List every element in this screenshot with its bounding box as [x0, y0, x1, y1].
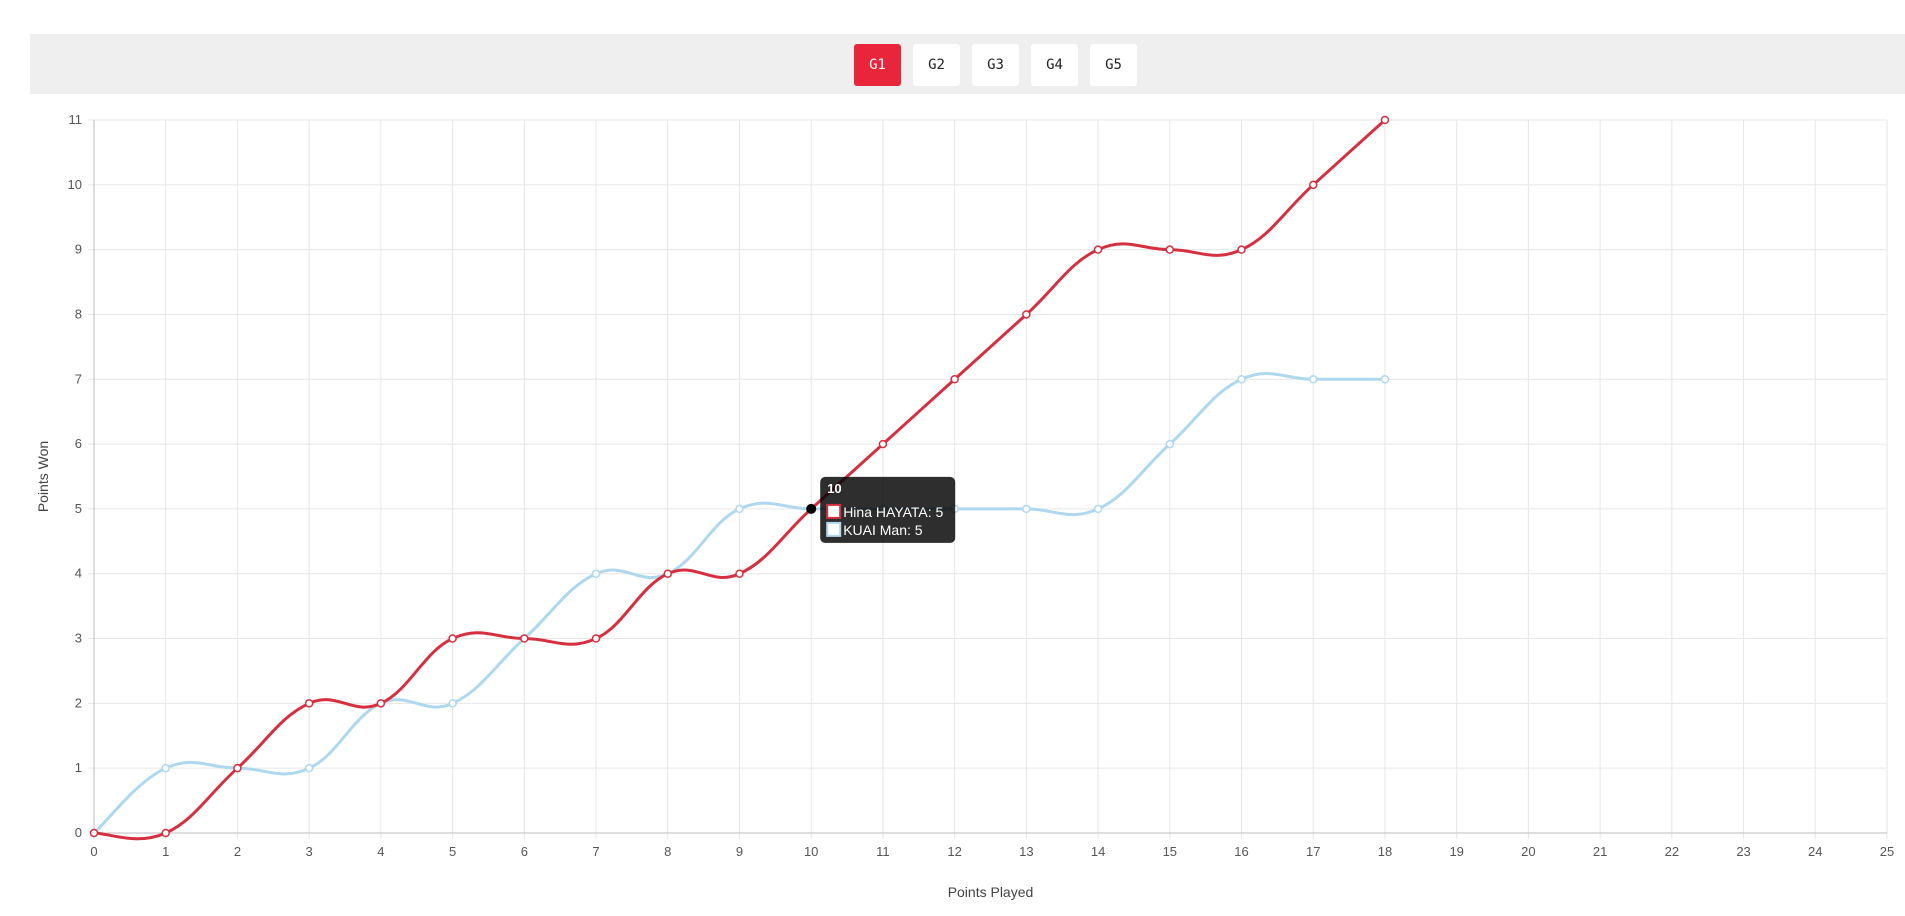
x-tick-label: 23 [1736, 844, 1750, 859]
data-point-kuai-man [448, 699, 457, 708]
data-point-hina-hayata [376, 699, 386, 708]
y-tick-label: 3 [75, 631, 82, 646]
y-tick-label: 7 [75, 371, 82, 386]
x-tick-label: 21 [1593, 844, 1607, 859]
x-tick-label: 11 [876, 844, 890, 859]
game-tabs: G1 G2 G3 G4 G5 [854, 44, 1137, 86]
tooltip-line: Hina HAYATA: 5 [843, 504, 943, 520]
x-tick-label: 8 [664, 844, 671, 859]
hover-point [806, 503, 817, 514]
data-point-hina-hayata [89, 828, 99, 838]
x-tick-label: 9 [736, 844, 743, 859]
data-point-hina-hayata [1165, 245, 1175, 254]
y-tick-label: 9 [75, 242, 82, 257]
x-tick-label: 7 [592, 844, 599, 859]
y-tick-label: 1 [75, 760, 82, 775]
y-tick-label: 5 [75, 501, 82, 516]
data-point-kuai-man [735, 504, 744, 514]
data-point-hina-hayata [233, 763, 242, 773]
y-tick-label: 8 [75, 306, 82, 321]
x-tick-label: 19 [1449, 844, 1463, 859]
tooltip-swatch [826, 503, 842, 519]
x-axis-title: Points Played [948, 884, 1034, 900]
game-tab-bar: G1 G2 G3 G4 G5 [30, 34, 1905, 94]
data-point-hina-hayata [663, 569, 673, 578]
x-tick-label: 22 [1665, 844, 1679, 859]
x-tick-label: 12 [947, 844, 961, 859]
tooltip-title: 10 [827, 481, 841, 496]
x-tick-label: 6 [521, 844, 528, 859]
y-tick-label: 11 [69, 112, 83, 127]
tab-g1[interactable]: G1 [854, 44, 901, 86]
x-tick-label: 13 [1019, 844, 1033, 859]
x-tick-label: 14 [1091, 844, 1105, 859]
y-tick-label: 0 [75, 825, 82, 840]
y-axis-title: Points Won [35, 441, 51, 512]
y-tick-label: 6 [75, 436, 82, 451]
tooltip-box [820, 476, 956, 543]
data-point-hina-hayata [878, 439, 888, 449]
data-point-kuai-man [1308, 375, 1318, 384]
x-tick-label: 24 [1808, 844, 1822, 859]
x-tick-label: 17 [1306, 844, 1320, 859]
x-tick-label: 10 [804, 844, 818, 859]
y-tick-label: 10 [68, 177, 82, 192]
x-tick-label: 16 [1234, 844, 1248, 859]
x-tick-label: 5 [449, 844, 456, 859]
data-point-hina-hayata [1237, 245, 1246, 254]
data-point-hina-hayata [1308, 180, 1318, 190]
data-point-hina-hayata [1093, 245, 1103, 254]
data-point-kuai-man [1165, 439, 1175, 449]
x-tick-label: 0 [90, 844, 97, 859]
tab-g5[interactable]: G5 [1090, 44, 1137, 86]
data-point-hina-hayata [950, 375, 959, 384]
tab-g2[interactable]: G2 [913, 44, 960, 86]
y-tick-label: 4 [75, 566, 82, 581]
x-tick-label: 20 [1521, 844, 1535, 859]
tab-g4[interactable]: G4 [1031, 44, 1078, 86]
data-point-kuai-man [1237, 375, 1246, 384]
x-tick-label: 18 [1378, 844, 1392, 859]
x-tick-label: 15 [1163, 844, 1177, 859]
data-point-hina-hayata [161, 828, 170, 838]
x-tick-label: 25 [1880, 844, 1894, 859]
x-tick-label: 4 [377, 844, 384, 859]
data-point-kuai-man [1022, 504, 1031, 514]
data-point-hina-hayata [591, 634, 601, 643]
data-point-kuai-man [591, 569, 601, 578]
tab-g3[interactable]: G3 [972, 44, 1019, 86]
data-point-kuai-man [1380, 375, 1390, 384]
data-point-hina-hayata [448, 634, 457, 643]
data-point-hina-hayata [1022, 310, 1031, 319]
data-point-hina-hayata [735, 569, 744, 578]
data-point-kuai-man [304, 763, 314, 773]
y-tick-label: 2 [75, 695, 82, 710]
x-tick-label: 3 [306, 844, 313, 859]
tooltip-line: KUAI Man: 5 [843, 522, 923, 538]
x-tick-label: 1 [162, 844, 169, 859]
tooltip-swatch [826, 521, 842, 537]
data-point-hina-hayata [520, 634, 529, 643]
data-point-hina-hayata [304, 699, 314, 708]
x-tick-label: 2 [234, 844, 241, 859]
data-point-kuai-man [161, 763, 170, 773]
data-point-kuai-man [1093, 504, 1103, 514]
data-point-hina-hayata [1380, 115, 1390, 125]
